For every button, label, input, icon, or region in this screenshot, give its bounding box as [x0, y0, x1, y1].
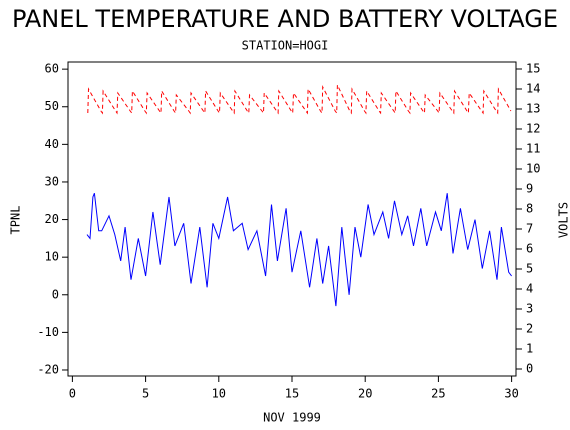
- x-axis-label: NOV 1999: [263, 411, 321, 425]
- x-tick-label: 15: [285, 387, 299, 401]
- y2-tick-label: 8: [526, 202, 533, 216]
- y2-tick-label: 0: [526, 362, 533, 376]
- x-tick-label: 5: [142, 387, 149, 401]
- y-tick-label: 10: [45, 250, 59, 264]
- x-tick-label: 25: [431, 387, 445, 401]
- y2-axis-label: VOLTS: [557, 202, 570, 238]
- y-tick-label: 30: [45, 174, 59, 188]
- y2-tick-label: 15: [526, 62, 540, 76]
- y-tick-label: -10: [37, 325, 59, 339]
- y2-tick-label: 12: [526, 122, 540, 136]
- y2-tick-label: 3: [526, 302, 533, 316]
- series-line: [87, 84, 512, 115]
- chart-subtitle: STATION=HOGI: [242, 39, 329, 53]
- y2-tick-label: 5: [526, 262, 533, 276]
- y-axis-label: TPNL: [9, 206, 23, 235]
- y2-tick-label: 2: [526, 322, 533, 336]
- y2-tick-label: 9: [526, 182, 533, 196]
- y2-tick-label: 7: [526, 222, 533, 236]
- x-tick-label: 20: [358, 387, 372, 401]
- y-tick-label: 20: [45, 212, 59, 226]
- series-line: [86, 193, 512, 307]
- y2-tick-label: 14: [526, 82, 540, 96]
- y-tick-label: 50: [45, 99, 59, 113]
- y2-tick-label: 11: [526, 142, 540, 156]
- y2-tick-label: 6: [526, 242, 533, 256]
- chart-title: PANEL TEMPERATURE AND BATTERY VOLTAGE: [12, 5, 558, 33]
- x-tick-label: 30: [504, 387, 518, 401]
- y-tick-label: 0: [52, 287, 59, 301]
- y-tick-label: 40: [45, 137, 59, 151]
- y-tick-label: -20: [37, 362, 59, 376]
- y2-tick-label: 13: [526, 102, 540, 116]
- x-tick-label: 10: [212, 387, 226, 401]
- x-tick-label: 0: [69, 387, 76, 401]
- plot-frame: [67, 61, 517, 377]
- y2-tick-label: 4: [526, 282, 533, 296]
- y2-tick-label: 1: [526, 342, 533, 356]
- y-tick-label: 60: [45, 62, 59, 76]
- y2-tick-label: 10: [526, 162, 540, 176]
